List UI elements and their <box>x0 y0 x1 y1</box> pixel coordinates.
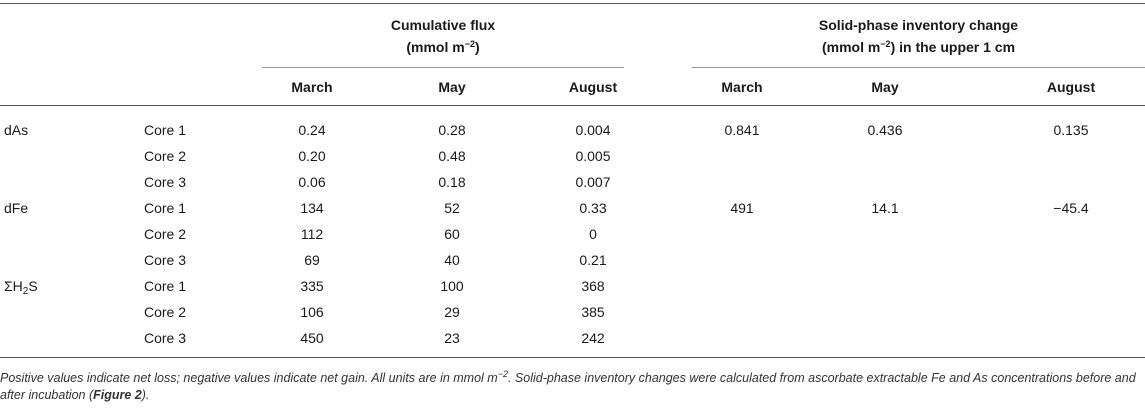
figure-2-link[interactable]: Figure 2 <box>93 388 142 402</box>
species-label: dFe <box>4 200 29 216</box>
inv-march: 0.841 <box>724 122 760 138</box>
flux-may: 100 <box>440 278 464 294</box>
flux-august: 0.004 <box>575 122 611 138</box>
flux-march: 134 <box>300 200 324 216</box>
flux-august: 0.21 <box>579 252 607 268</box>
flux-march: 0.20 <box>298 148 326 164</box>
core-label: Core 3 <box>144 252 187 268</box>
flux-may: 0.18 <box>438 174 466 190</box>
species-label: ΣH2S <box>4 278 38 297</box>
flux-march: 106 <box>300 304 324 320</box>
inv-august: −45.4 <box>1053 200 1089 216</box>
flux-march: 112 <box>300 226 324 242</box>
core-label: Core 3 <box>144 174 187 190</box>
core-label: Core 1 <box>144 200 187 216</box>
inv-may: 14.1 <box>871 200 899 216</box>
table-top-rule <box>0 3 1145 4</box>
table-bottom-rule <box>0 357 1145 358</box>
table-footnote: Positive values indicate net loss; negat… <box>0 369 1136 403</box>
group-header-line1: Solid-phase inventory change <box>818 17 1019 33</box>
flux-march: 0.06 <box>298 174 326 190</box>
flux-may: 0.48 <box>438 148 466 164</box>
flux-may: 52 <box>444 200 460 216</box>
group1-underline <box>262 67 624 68</box>
flux-may: 0.28 <box>438 122 466 138</box>
species-label: dAs <box>4 122 29 138</box>
flux-may: 40 <box>444 252 460 268</box>
flux-august: 0.005 <box>575 148 611 164</box>
flux-march: 450 <box>300 330 324 346</box>
inv-may: 0.436 <box>867 122 903 138</box>
group2-underline <box>692 67 1145 68</box>
group-header-inventory-change: Solid-phase inventory change (mmol m−2) … <box>692 14 1145 58</box>
col-header-inv-august: August <box>1046 79 1096 95</box>
flux-august: 0.007 <box>575 174 611 190</box>
flux-march: 0.24 <box>298 122 326 138</box>
flux-march: 69 <box>304 252 320 268</box>
col-header-flux-march: March <box>291 79 333 95</box>
flux-august: 242 <box>581 330 605 346</box>
flux-august: 368 <box>581 278 605 294</box>
core-label: Core 3 <box>144 330 187 346</box>
core-label: Core 2 <box>144 304 187 320</box>
col-header-inv-may: May <box>871 79 899 95</box>
flux-march: 335 <box>300 278 324 294</box>
group-header-line2: (mmol m−2) <box>406 39 480 55</box>
col-header-flux-may: May <box>438 79 466 95</box>
core-label: Core 2 <box>144 226 187 242</box>
group-header-line1: Cumulative flux <box>390 17 496 33</box>
header-bottom-rule <box>0 105 1145 106</box>
col-header-inv-march: March <box>721 79 763 95</box>
flux-may: 60 <box>444 226 460 242</box>
core-label: Core 1 <box>144 278 187 294</box>
group-header-line2: (mmol m−2) in the upper 1 cm <box>821 39 1016 55</box>
flux-may: 29 <box>444 304 460 320</box>
core-label: Core 2 <box>144 148 187 164</box>
flux-may: 23 <box>444 330 460 346</box>
inv-august: 0.135 <box>1053 122 1089 138</box>
flux-august: 0 <box>589 226 597 242</box>
flux-august: 385 <box>581 304 605 320</box>
group-header-cumulative-flux: Cumulative flux (mmol m−2) <box>262 14 624 58</box>
core-label: Core 1 <box>144 122 187 138</box>
inv-march: 491 <box>730 200 754 216</box>
col-header-flux-august: August <box>568 79 618 95</box>
flux-august: 0.33 <box>579 200 607 216</box>
